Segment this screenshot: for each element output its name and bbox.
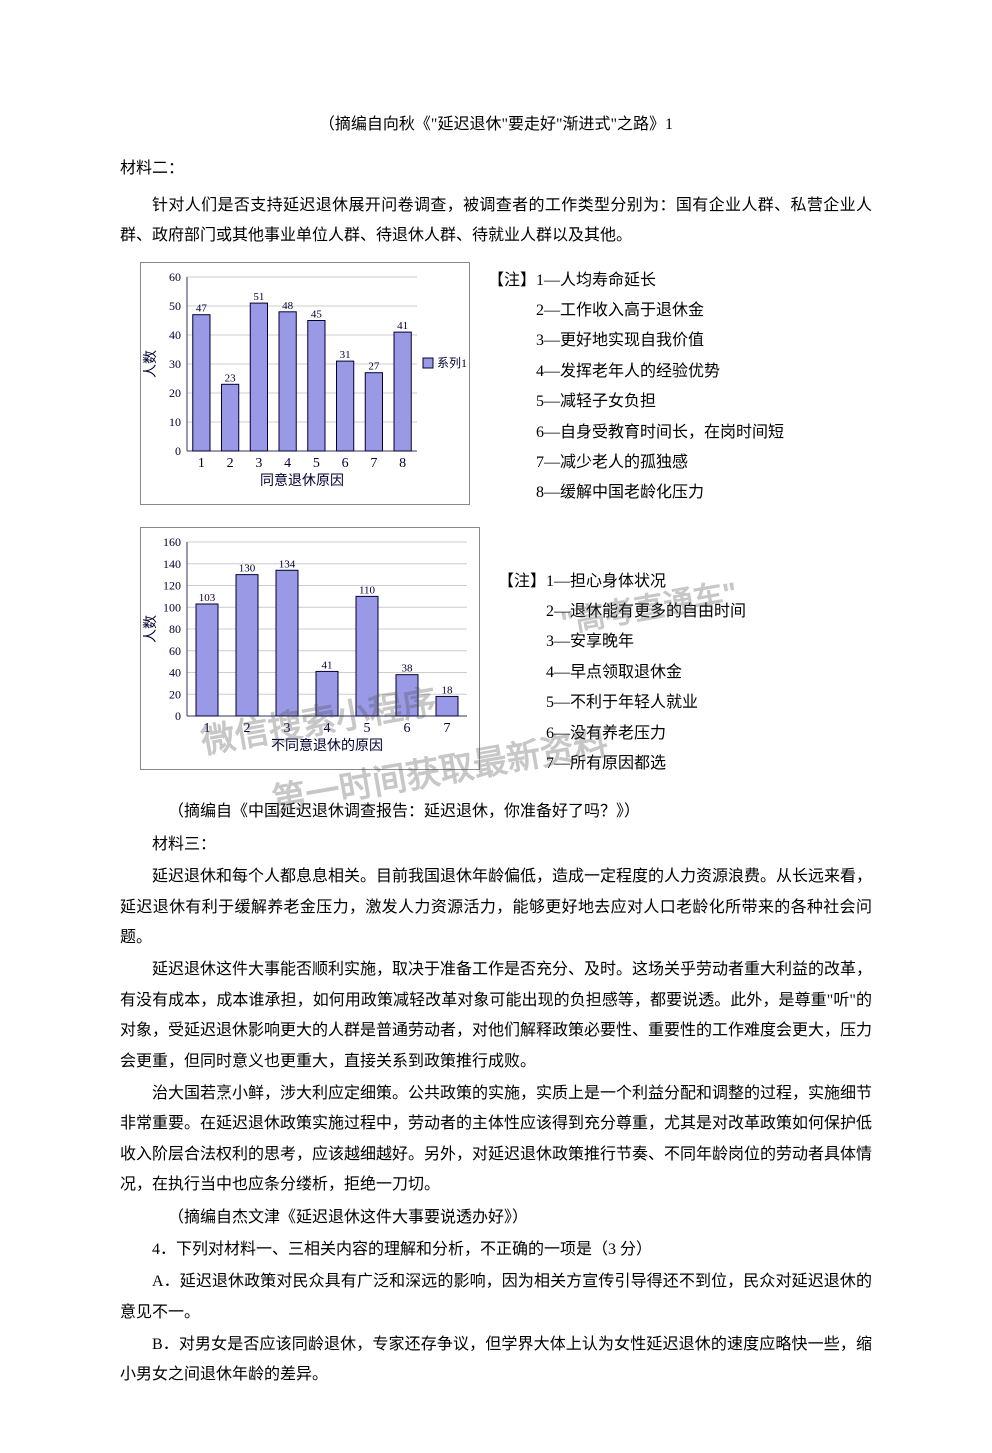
svg-text:23: 23 — [225, 372, 237, 384]
svg-text:27: 27 — [368, 360, 380, 372]
notes2-3: 4—早点领取退休金 — [498, 658, 746, 688]
svg-text:3: 3 — [255, 456, 262, 471]
svg-text:48: 48 — [282, 299, 294, 311]
chart1-svg: 0 10 20 30 40 50 60 47 1 23 2 51 3 48 4 45 5 31 6 27 7 41 8 同意退… — [141, 263, 471, 493]
svg-text:120: 120 — [163, 578, 181, 592]
svg-text:8: 8 — [399, 456, 406, 471]
notes2-4: 5—不利于年轻人就业 — [498, 688, 746, 718]
svg-text:130: 130 — [239, 562, 256, 574]
notes1-1: 2—工作收入高于退休金 — [488, 296, 784, 326]
notes1-2: 3—更好地实现自我价值 — [488, 326, 784, 356]
svg-text:30: 30 — [169, 357, 181, 371]
svg-text:40: 40 — [169, 328, 181, 342]
svg-text:2: 2 — [227, 456, 234, 471]
chart2-container: 0 20 40 60 80 100 120 140 160 103 1 130 2 134 3 41 4 110 5… — [140, 527, 480, 770]
svg-text:4: 4 — [324, 721, 331, 736]
svg-text:系列1: 系列1 — [437, 356, 467, 370]
m3-p1: 延迟退休和每个人都息息相关。目前我国退休年龄偏低，造成一定程度的人力资源浪费。从… — [120, 862, 872, 953]
svg-text:人数: 人数 — [143, 350, 159, 378]
svg-text:0: 0 — [175, 444, 181, 458]
svg-text:同意退休原因: 同意退休原因 — [260, 472, 344, 489]
svg-text:6: 6 — [342, 456, 349, 471]
svg-text:5: 5 — [364, 721, 371, 736]
svg-text:160: 160 — [163, 535, 181, 549]
svg-text:31: 31 — [340, 349, 351, 361]
svg-text:103: 103 — [199, 592, 216, 604]
svg-text:人数: 人数 — [143, 615, 159, 643]
option-b: B．对男女是否应该同龄退休，专家还存争议，但学界大体上认为女性延迟退休的速度应略… — [120, 1330, 872, 1391]
svg-text:134: 134 — [279, 558, 296, 570]
notes1-5: 6—自身受教育时间长，在岗时间短 — [488, 418, 784, 448]
svg-text:7: 7 — [444, 721, 451, 736]
svg-text:51: 51 — [253, 291, 264, 303]
svg-text:140: 140 — [163, 556, 181, 570]
svg-text:2: 2 — [244, 721, 251, 736]
notes2-head: 【注】 — [498, 573, 546, 590]
material-2-intro: 针对人们是否支持延迟退休展开问卷调查，被调查者的工作类型分别为：国有企业人群、私… — [120, 191, 872, 252]
svg-text:6: 6 — [404, 721, 411, 736]
svg-text:110: 110 — [359, 584, 376, 596]
svg-text:5: 5 — [313, 456, 320, 471]
svg-text:7: 7 — [370, 456, 377, 471]
svg-text:41: 41 — [397, 320, 408, 332]
svg-text:41: 41 — [322, 659, 333, 671]
svg-text:80: 80 — [169, 622, 181, 636]
svg-text:60: 60 — [169, 270, 181, 284]
svg-text:47: 47 — [196, 302, 208, 314]
chart2-notes: 【注】1—担心身体状况 2—退休能有更多的自由时间 3—安享晚年 4—早点领取退… — [498, 527, 746, 780]
svg-text:1: 1 — [198, 456, 205, 471]
svg-text:18: 18 — [442, 684, 454, 696]
svg-text:50: 50 — [169, 299, 181, 313]
svg-text:60: 60 — [169, 643, 181, 657]
svg-text:3: 3 — [284, 721, 291, 736]
source-line-3: （摘编自杰文津《延迟退休这件大事要说透办好》） — [120, 1203, 872, 1233]
source-line-1: （摘编自向秋《"延迟退休"要走好"渐进式"之路》1 — [120, 110, 872, 140]
notes2-6: 7—所有原因都选 — [498, 749, 746, 779]
notes1-head: 【注】 — [488, 272, 536, 289]
chart1-notes: 【注】1—人均寿命延长 2—工作收入高于退休金 3—更好地实现自我价值 4—发挥… — [488, 262, 784, 509]
svg-text:20: 20 — [169, 687, 181, 701]
option-a: A．延迟退休政策对民众具有广泛和深远的影响，因为相关方宣传引导得还不到位，民众对… — [120, 1267, 872, 1328]
svg-text:10: 10 — [169, 415, 181, 429]
notes1-7: 8—缓解中国老龄化压力 — [488, 478, 784, 508]
svg-text:45: 45 — [311, 308, 323, 320]
notes1-6: 7—减少老人的孤独感 — [488, 448, 784, 478]
svg-text:20: 20 — [169, 386, 181, 400]
svg-text:1: 1 — [204, 721, 211, 736]
chart1-block: 0 10 20 30 40 50 60 47 1 23 2 51 3 48 4 45 5 31 6 27 7 41 8 同意退… — [120, 262, 872, 509]
chart2-svg: 0 20 40 60 80 100 120 140 160 103 1 130 2 134 3 41 4 110 5… — [141, 528, 481, 758]
notes1-3: 4—发挥老年人的经验优势 — [488, 357, 784, 387]
svg-text:38: 38 — [402, 662, 414, 674]
material-3-label: 材料三： — [120, 830, 872, 860]
chart2-block: 0 20 40 60 80 100 120 140 160 103 1 130 2 134 3 41 4 110 5… — [120, 527, 872, 780]
question-4: 4．下列对材料一、三相关内容的理解和分析，不正确的一项是（3 分） — [120, 1235, 872, 1265]
chart1-container: 0 10 20 30 40 50 60 47 1 23 2 51 3 48 4 45 5 31 6 27 7 41 8 同意退… — [140, 262, 470, 505]
notes2-2: 3—安享晚年 — [498, 627, 746, 657]
notes2-1: 2—退休能有更多的自由时间 — [498, 597, 746, 627]
notes1-4: 5—减轻子女负担 — [488, 387, 784, 417]
notes1-0: 1—人均寿命延长 — [536, 272, 656, 289]
m3-p3: 治大国若烹小鲜，涉大利应定细策。公共政策的实施，实质上是一个利益分配和调整的过程… — [120, 1079, 872, 1201]
notes2-5: 6—没有养老压力 — [498, 719, 746, 749]
svg-text:4: 4 — [284, 456, 291, 471]
svg-text:0: 0 — [175, 709, 181, 723]
svg-text:100: 100 — [163, 600, 181, 614]
svg-text:不同意退休的原因: 不同意退休的原因 — [271, 737, 383, 754]
source-line-2: （摘编自《中国延迟退休调查报告：延迟退休，你准备好了吗？》） — [120, 797, 872, 827]
notes2-0: 1—担心身体状况 — [546, 573, 666, 590]
m3-p2: 延迟退休这件大事能否顺利实施，取决于准备工作是否充分、及时。这场关乎劳动者重大利… — [120, 955, 872, 1077]
material-2-label: 材料二： — [120, 154, 872, 184]
svg-text:40: 40 — [169, 665, 181, 679]
